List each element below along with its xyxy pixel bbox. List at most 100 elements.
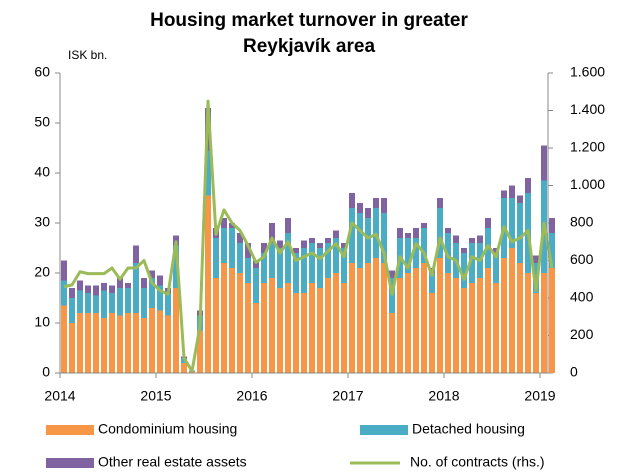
- bar-segment: [205, 150, 211, 196]
- legend-label: Condominium housing: [98, 421, 237, 437]
- bar-segment: [541, 273, 547, 373]
- bar-segment: [349, 208, 355, 263]
- bar-segment: [533, 293, 539, 373]
- bar-segment: [397, 228, 403, 238]
- bar-segment: [541, 145, 547, 181]
- x-tick-label: 2016: [236, 388, 267, 404]
- bar-segment: [277, 240, 283, 248]
- bar-segment: [109, 293, 115, 313]
- bar-segment: [317, 243, 323, 248]
- bar-segment: [133, 263, 139, 313]
- bar-segment: [325, 238, 331, 243]
- bar-segment: [469, 283, 475, 373]
- bar-segment: [117, 315, 123, 373]
- bar-segment: [61, 305, 67, 373]
- bar-segment: [245, 258, 251, 283]
- bar-segment: [333, 230, 339, 238]
- y2-tick-label: 1.000: [570, 176, 605, 192]
- bar-segment: [277, 288, 283, 373]
- bar-segment: [93, 285, 99, 296]
- bar-segment: [301, 248, 307, 293]
- bar-segment: [293, 293, 299, 373]
- legend-label: No. of contracts (rhs.): [410, 454, 545, 470]
- bar-segment: [181, 363, 187, 373]
- y2-tick-label: 1.400: [570, 101, 605, 117]
- bar-segment: [405, 273, 411, 373]
- bar-segment: [461, 253, 467, 288]
- bar-segment: [453, 235, 459, 243]
- bar-segment: [413, 228, 419, 238]
- bar-segment: [149, 308, 155, 373]
- y-tick-label: 40: [34, 164, 50, 180]
- y2-tick-label: 1.200: [570, 139, 605, 155]
- bar-segment: [485, 268, 491, 373]
- bar-segment: [85, 285, 91, 293]
- legend-label: Other real estate assets: [98, 454, 247, 470]
- x-tick-label: 2019: [524, 388, 555, 404]
- bar-segment: [493, 248, 499, 253]
- bar-segment: [477, 235, 483, 243]
- bar-segment: [469, 238, 475, 243]
- bar-segment: [85, 293, 91, 313]
- bar-segment: [125, 313, 131, 373]
- bar-segment: [445, 228, 451, 233]
- bar-segment: [221, 228, 227, 263]
- bar-segment: [173, 288, 179, 373]
- bar-segment: [141, 278, 147, 288]
- bar-segment: [205, 195, 211, 373]
- bar-segment: [349, 193, 355, 208]
- y2-tick-label: 800: [570, 214, 594, 230]
- bar-segment: [357, 268, 363, 373]
- bar-segment: [61, 280, 67, 306]
- bar-segment: [517, 195, 523, 203]
- bar-segment: [141, 318, 147, 373]
- bar-segment: [285, 233, 291, 283]
- bar-segment: [493, 253, 499, 283]
- bar-segment: [237, 243, 243, 273]
- bar-segment: [365, 263, 371, 373]
- bar-segment: [365, 218, 371, 263]
- bar-segment: [173, 245, 179, 288]
- bar-segment: [373, 198, 379, 208]
- bar-segment: [61, 260, 67, 281]
- line-series: [63, 99, 554, 373]
- bar-segment: [389, 270, 395, 278]
- y-tick-label: 30: [34, 214, 50, 230]
- bar-segment: [285, 283, 291, 373]
- bar-segment: [301, 293, 307, 373]
- bar-segment: [357, 213, 363, 268]
- bar-segment: [69, 288, 75, 298]
- bar-segment: [301, 240, 307, 248]
- bar-segment: [293, 248, 299, 253]
- bar-segment: [77, 280, 83, 291]
- bar-segment: [405, 233, 411, 238]
- bar-segment: [421, 228, 427, 263]
- bar-segment: [157, 275, 163, 286]
- y-tick-label: 0: [42, 364, 50, 380]
- bar-segment: [197, 330, 203, 373]
- bar-segment: [333, 238, 339, 273]
- bar-segment: [165, 315, 171, 373]
- bar-segment: [269, 223, 275, 243]
- bar-segment: [349, 263, 355, 373]
- bar-segment: [245, 283, 251, 373]
- bar-segment: [317, 288, 323, 373]
- y-tick-label: 60: [34, 64, 50, 80]
- bar-segment: [493, 283, 499, 373]
- bar-segment: [341, 243, 347, 248]
- bar-segment: [261, 243, 267, 253]
- bar-segment: [461, 248, 467, 253]
- bar-segment: [277, 248, 283, 288]
- bar-segment: [101, 283, 107, 291]
- bar-segment: [381, 263, 387, 373]
- bar-segment: [333, 273, 339, 373]
- legend-swatch: [360, 425, 408, 435]
- bar-segment: [149, 278, 155, 308]
- bar-segment: [109, 313, 115, 373]
- bar-segment: [93, 295, 99, 313]
- bar-segment: [261, 283, 267, 373]
- bar-segment: [109, 285, 115, 293]
- bar-segment: [461, 288, 467, 373]
- bar-segment: [501, 190, 507, 198]
